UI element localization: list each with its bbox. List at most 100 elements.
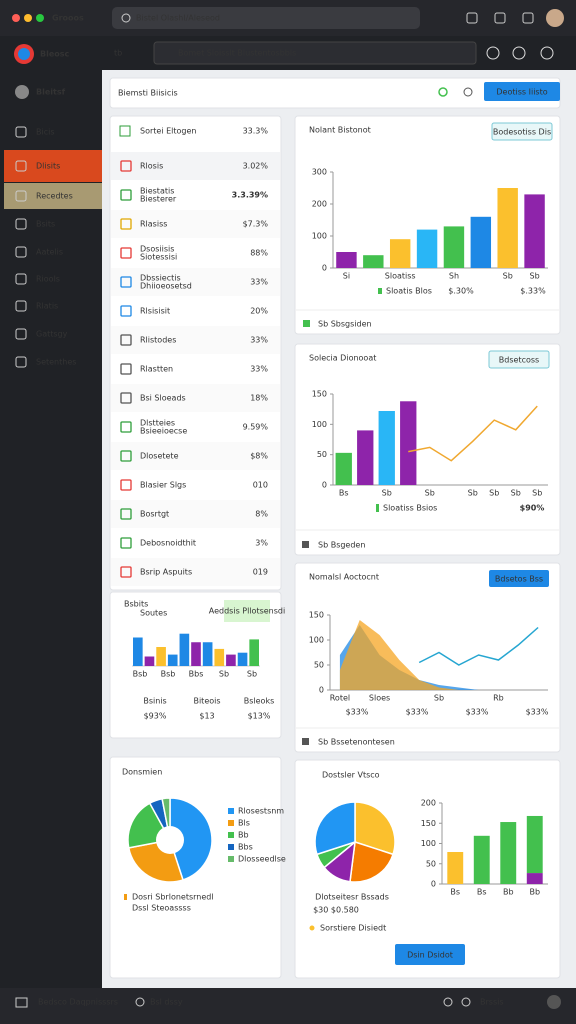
nav-item: Gattsgy <box>36 330 68 339</box>
series-line <box>408 405 538 462</box>
row-sub: Bsieeioecse <box>140 427 187 436</box>
y-tick-label: 0 <box>319 686 324 695</box>
note: Dosri Sbrlonetsrnedl <box>132 893 214 902</box>
pie-slice <box>354 801 396 856</box>
legend-label: Bbs <box>238 843 253 852</box>
list-icon <box>119 125 131 137</box>
mini-bar <box>202 642 213 666</box>
stat-value: $33% <box>406 708 429 717</box>
mini-title: Bsbits <box>124 600 148 609</box>
card-badge[interactable] <box>488 350 550 369</box>
x-tick-label: Sb <box>511 489 521 498</box>
row-value: 010 <box>253 481 268 490</box>
note: Dlotseitesr Bssads <box>315 893 389 902</box>
row-icon <box>120 305 132 317</box>
nav-icon <box>15 328 27 340</box>
status-left: Bedsco Daqpnisssrs <box>38 998 118 1007</box>
mini-stat-value: $13% <box>248 712 271 721</box>
row-value: 18% <box>250 394 268 403</box>
toolbar-button[interactable] <box>512 46 526 60</box>
header-button[interactable] <box>484 82 560 101</box>
x-tick-label: Sb <box>425 489 435 498</box>
y-tick-label: 0 <box>431 880 436 889</box>
toolbar-icon[interactable] <box>466 12 478 24</box>
y-tick-label: 150 <box>312 390 327 399</box>
search-box[interactable] <box>153 41 477 65</box>
nav-icon <box>15 190 27 202</box>
row-value: $7.3% <box>243 220 269 229</box>
user-icon[interactable] <box>463 87 473 97</box>
bar <box>400 401 417 485</box>
bar <box>378 410 395 485</box>
card-title: Nolant Bistonot <box>309 126 371 135</box>
row-label: Bosrtgt <box>140 510 169 519</box>
toolbar-button[interactable] <box>486 46 500 60</box>
tab-label: tb <box>114 49 122 58</box>
toolbar-icon[interactable] <box>494 12 506 24</box>
avatar[interactable] <box>546 9 564 27</box>
close-dot[interactable] <box>12 14 20 22</box>
mini-stat-value: $13 <box>199 712 214 721</box>
mini-subtitle: Soutes <box>140 609 167 618</box>
mini-bar <box>133 637 143 666</box>
area <box>339 620 539 690</box>
x-tick-label: Sb <box>532 489 542 498</box>
x-tick-label: Sb <box>489 489 499 498</box>
y-tick-label: 100 <box>312 420 327 429</box>
row-label: Biestatis <box>140 187 174 196</box>
status-button[interactable] <box>547 995 561 1009</box>
row-bg <box>111 558 280 586</box>
bar <box>335 452 352 485</box>
card <box>294 115 561 335</box>
card-title: Dostsler Vtsco <box>322 771 380 780</box>
bar-segment <box>447 852 464 884</box>
row-label: Blasier Slgs <box>140 481 186 490</box>
row-icon <box>120 218 132 230</box>
mini-stat-label: Bsleoks <box>244 697 275 706</box>
legend-dot <box>309 925 315 931</box>
row-icon <box>120 421 132 433</box>
legend-swatch <box>228 820 234 826</box>
status-button[interactable] <box>461 997 471 1007</box>
card-badge-label: Bdsetos Bss <box>495 575 543 584</box>
nav-item: Aatelis <box>36 248 63 257</box>
min-dot[interactable] <box>24 14 32 22</box>
row-icon <box>120 276 132 288</box>
list-title: Sortei Eltogen <box>140 127 196 136</box>
legend-label: Rlosestsnm <box>238 807 284 816</box>
legend-label: Sorstiere Disiedt <box>320 924 386 933</box>
x-tick-label: Sh <box>449 272 459 281</box>
mini-bar <box>237 652 248 666</box>
max-dot[interactable] <box>36 14 44 22</box>
bar <box>416 229 438 268</box>
y-tick-label: 0 <box>322 264 327 273</box>
toolbar-button[interactable] <box>540 46 554 60</box>
card-badge[interactable] <box>491 122 553 141</box>
x-tick-label: Bb <box>503 888 514 897</box>
row-icon <box>120 334 132 346</box>
toolbar-icon[interactable] <box>522 12 534 24</box>
status-button[interactable] <box>443 997 453 1007</box>
address-bar[interactable] <box>112 7 420 29</box>
card-badge[interactable] <box>489 570 549 587</box>
x-tick-label: Bs <box>477 888 487 897</box>
card-footer: Sb Bssetenontesen <box>318 738 395 747</box>
x-tick-label: Sb <box>503 272 513 281</box>
nav-item: Recedtes <box>36 192 73 201</box>
row-icon <box>120 189 132 201</box>
row-label: Rlistodes <box>140 336 176 345</box>
nav-item: Dlisits <box>36 162 60 171</box>
legend-swatch <box>228 808 234 814</box>
action-button[interactable] <box>395 944 465 965</box>
nav-item: Setenthes <box>36 358 76 367</box>
row-bg <box>111 442 280 470</box>
mini-x-label: Sb <box>247 670 257 679</box>
row-icon <box>120 363 132 375</box>
x-tick-label: Rotel <box>330 694 350 703</box>
note: Dssl Steoassss <box>132 904 191 913</box>
refresh-icon[interactable] <box>438 87 448 97</box>
row-icon <box>120 160 132 172</box>
card-footer: Sb Bsgeden <box>318 541 365 550</box>
row-value: 3.3.39% <box>232 191 268 200</box>
